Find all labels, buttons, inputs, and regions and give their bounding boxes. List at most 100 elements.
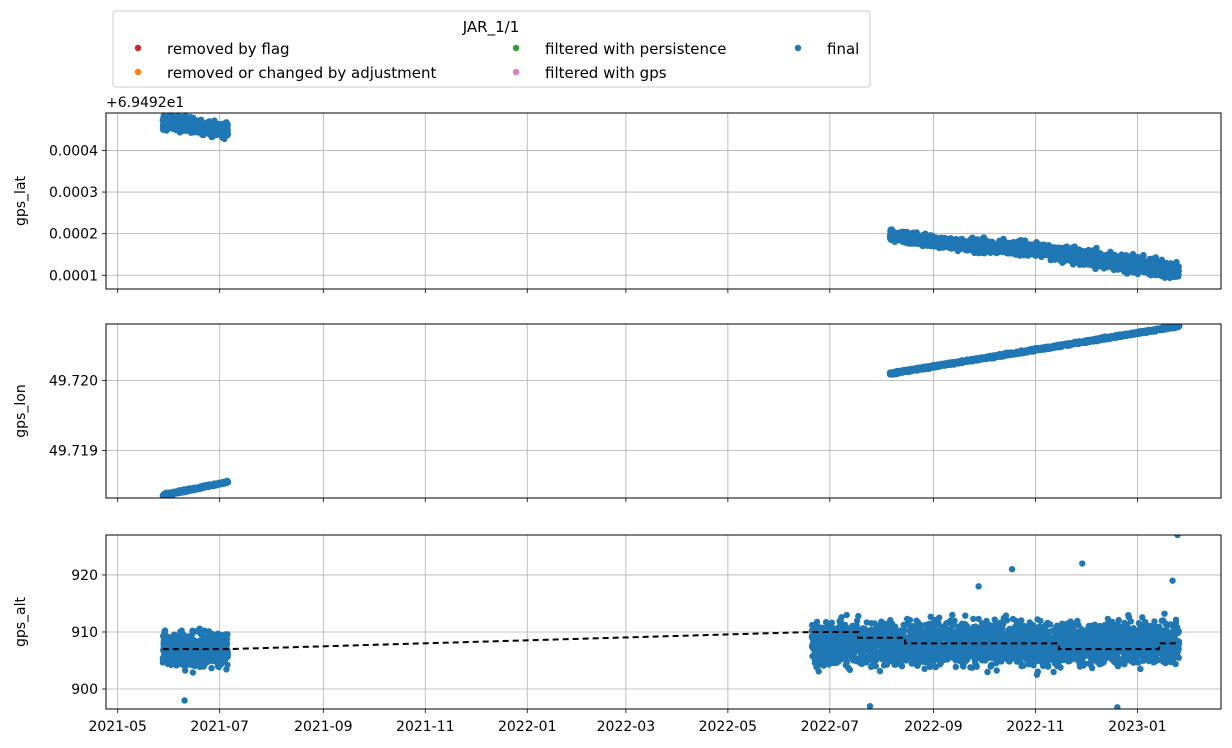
- legend-label: removed by flag: [167, 40, 290, 58]
- data-point: [887, 226, 894, 234]
- data-point: [1031, 245, 1038, 252]
- data-point: [1048, 249, 1056, 256]
- data-point: [1022, 246, 1029, 253]
- panel-gps-lat: 0.0001 0.0002 0.0003 0.0004 gps_lat +6.9492e1: [13, 95, 1222, 293]
- data-point: [988, 243, 995, 250]
- panel-gps-lon: 49.719 49.720 gps_lon: [13, 323, 1222, 502]
- data-point: [1150, 268, 1158, 275]
- data-point: [1120, 260, 1128, 267]
- data-point: [188, 122, 196, 130]
- data-point: [1120, 253, 1127, 260]
- y-axis-label: gps_lat: [13, 175, 29, 226]
- y-tick-label: 0.0004: [49, 143, 98, 159]
- data-point: [1107, 263, 1114, 270]
- data-point: [954, 246, 961, 253]
- data-point: [978, 242, 985, 250]
- data-point: [920, 236, 928, 244]
- data-point: [1064, 255, 1071, 262]
- data-point: [203, 483, 210, 490]
- data-point: [936, 238, 943, 246]
- data-point: [970, 238, 977, 245]
- data-point: [1167, 267, 1175, 274]
- data-point: [1105, 252, 1112, 259]
- data-point: [1128, 259, 1135, 266]
- data-point: [1080, 249, 1088, 257]
- data-point: [983, 237, 990, 244]
- data-point: [1175, 263, 1182, 270]
- data-point: [214, 480, 221, 488]
- data-point: [1053, 251, 1061, 258]
- data-point: [1039, 246, 1046, 253]
- data-point: [1010, 243, 1018, 250]
- data-point: [211, 117, 218, 124]
- data-point: [1152, 261, 1159, 268]
- data-point: [1082, 260, 1089, 268]
- data-point: [1131, 252, 1138, 260]
- y-tick-label: 0.0003: [49, 185, 98, 201]
- legend-marker: [512, 68, 520, 76]
- plot-area: [159, 324, 1183, 498]
- y-tick-label: 0.0001: [49, 268, 98, 284]
- data-point: [1144, 262, 1152, 270]
- legend-label: removed or changed by adjustment: [167, 64, 436, 82]
- data-point: [187, 113, 194, 121]
- data-point: [961, 243, 968, 250]
- data-point: [210, 123, 218, 131]
- data-point: [160, 113, 168, 121]
- data-point: [898, 232, 905, 239]
- data-point: [198, 484, 205, 491]
- data-point: [993, 249, 1000, 257]
- legend-marker: [134, 68, 142, 76]
- data-point: [162, 120, 169, 128]
- data-point: [1124, 270, 1131, 277]
- data-point: [1091, 251, 1099, 258]
- data-point: [1142, 269, 1150, 276]
- data-point: [1096, 260, 1103, 268]
- y-tick-label: 49.720: [49, 374, 98, 390]
- data-point: [195, 126, 202, 133]
- data-point: [176, 124, 183, 131]
- data-point: [174, 113, 182, 119]
- data-point: [956, 239, 963, 246]
- data-point: [1016, 246, 1023, 253]
- legend-marker: [794, 44, 802, 52]
- data-point: [929, 240, 937, 247]
- y-tick-label: 49.719: [49, 443, 98, 459]
- data-point: [914, 239, 921, 247]
- legend-label: final: [827, 40, 859, 58]
- data-point: [1100, 265, 1108, 272]
- legend: JAR_1/1 removed by flag removed or change…: [112, 10, 871, 88]
- data-point: [1002, 246, 1009, 253]
- data-point: [166, 113, 173, 119]
- data-point: [1016, 252, 1023, 259]
- data-point: [171, 118, 179, 125]
- data-point: [1075, 259, 1082, 266]
- data-point: [1113, 256, 1120, 263]
- legend-label: filtered with persistence: [545, 40, 726, 58]
- data-point: [1104, 257, 1112, 265]
- data-point: [222, 479, 229, 486]
- axes-frame: [105, 112, 1222, 290]
- data-point: [173, 489, 180, 496]
- plot-area: [159, 113, 1183, 282]
- data-point: [1069, 251, 1077, 258]
- data-point: [903, 237, 910, 244]
- data-point: [1160, 264, 1167, 271]
- y-axis-label: gps_lon: [13, 384, 29, 437]
- legend-marker: [134, 44, 142, 52]
- data-point: [168, 490, 175, 497]
- data-point: [178, 118, 186, 126]
- legend-label: filtered with gps: [545, 64, 667, 82]
- legend-box: [112, 10, 871, 88]
- y-tick-label: 0.0002: [49, 227, 98, 243]
- data-point: [1117, 265, 1125, 272]
- data-point: [183, 123, 190, 131]
- axis-offset-text: +6.9492e1: [106, 95, 184, 111]
- data-point: [220, 124, 228, 131]
- legend-marker: [512, 44, 520, 52]
- data-point: [202, 123, 209, 131]
- data-point: [891, 237, 898, 244]
- data-point: [1060, 248, 1067, 255]
- legend-title: JAR_1/1: [462, 18, 519, 37]
